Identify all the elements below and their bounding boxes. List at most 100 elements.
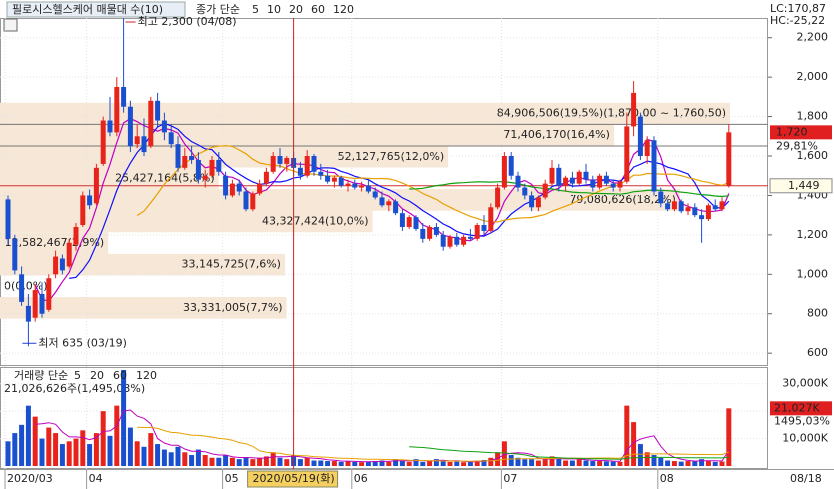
candle-body	[726, 132, 732, 186]
volume-bar	[148, 433, 154, 466]
price-band-label: 43,327,424(10,0%)	[262, 215, 369, 228]
candle-body	[352, 183, 358, 188]
volume-bar	[19, 424, 25, 466]
volume-bar	[372, 461, 378, 466]
candle-body	[671, 201, 677, 210]
x-tick-label: 05	[225, 472, 239, 485]
volume-bar	[393, 459, 399, 466]
volume-bar	[379, 460, 385, 466]
volume-bar	[25, 405, 31, 466]
price-band	[0, 145, 449, 168]
candle-body	[556, 167, 562, 186]
x-tick-label: 2020/03	[7, 472, 53, 485]
volume-bar	[352, 461, 358, 466]
volume-bar	[257, 457, 263, 466]
volume-tick-label: 30,000K	[782, 377, 828, 390]
candle-body	[467, 236, 473, 239]
volume-bar	[467, 461, 473, 466]
candle-body	[297, 167, 303, 176]
volume-bar	[304, 457, 310, 466]
volume-bar	[39, 438, 45, 466]
volume-bar	[447, 461, 453, 466]
last-price-label: 1,720	[776, 125, 808, 138]
candle-body	[121, 87, 127, 107]
candle-body	[12, 238, 18, 271]
volume-bar	[127, 427, 133, 466]
candle-body	[100, 120, 106, 164]
candle-body	[127, 106, 133, 147]
volume-bar	[80, 430, 86, 466]
candle-body	[549, 167, 555, 184]
volume-bar	[420, 461, 426, 466]
volume-bar	[665, 460, 671, 466]
y-tick-label: 800	[807, 307, 828, 320]
volume-ma-legend: 60	[113, 369, 127, 382]
ma-legend: 20	[289, 3, 303, 16]
candle-body	[461, 236, 467, 245]
volume-bar	[100, 411, 106, 466]
candle-body	[624, 126, 630, 182]
volume-bar	[270, 452, 276, 466]
candle-body	[379, 197, 385, 206]
volume-bar	[182, 452, 188, 466]
candle-body	[665, 203, 671, 210]
change-label: 29,81%	[776, 139, 818, 152]
candle-body	[454, 236, 460, 245]
candle-body	[338, 177, 344, 186]
candle-body	[365, 185, 371, 192]
price-band-label: 0(0,0%)	[4, 279, 48, 292]
volume-bar	[12, 433, 18, 466]
volume-ma-line	[409, 446, 729, 460]
crosshair-box	[247, 470, 339, 488]
candle-body	[304, 156, 310, 176]
candle-body	[229, 183, 235, 196]
candle-body	[583, 171, 589, 180]
volume-bar	[549, 456, 555, 466]
candle-body	[610, 183, 616, 188]
volume-bar	[338, 461, 344, 466]
price-band-label: 79,080,626(18,2%)	[569, 193, 676, 206]
volume-bar	[712, 461, 718, 466]
volume-bar	[542, 459, 548, 466]
candle-body	[427, 226, 433, 239]
volume-bar	[66, 441, 72, 466]
candle-body	[372, 191, 378, 198]
candle-body	[257, 183, 263, 194]
volume-note: 21,026,626주(1,495,03%)	[4, 382, 145, 395]
volume-bar	[719, 461, 725, 466]
price-band-label: 25,427,164(5,8%)	[115, 171, 215, 184]
candle-body	[637, 116, 643, 157]
volume-bar	[474, 460, 480, 466]
ma-legend: 120	[333, 3, 354, 16]
volume-bar	[678, 461, 684, 466]
last-volume-pct: 1495,03%	[774, 414, 830, 427]
grid-icon[interactable]	[3, 18, 18, 32]
candle-body	[590, 179, 596, 188]
volume-bar	[318, 460, 324, 466]
volume-bar	[93, 433, 99, 466]
volume-bar	[644, 452, 650, 466]
volume-bar	[610, 461, 616, 466]
volume-bar	[121, 370, 127, 466]
candle-body	[32, 290, 38, 318]
candle-body	[413, 217, 419, 229]
volume-bar	[658, 457, 664, 466]
candle-body	[705, 205, 711, 220]
candle-body	[59, 258, 65, 271]
candle-body	[73, 226, 79, 245]
price-band-label: 33,331,005(7,7%)	[183, 301, 283, 314]
title-box	[6, 1, 186, 18]
volume-bar	[107, 435, 113, 466]
volume-bar	[59, 444, 65, 466]
candle-body	[508, 156, 514, 176]
volume-bar	[236, 459, 242, 466]
volume-bar	[216, 457, 222, 466]
candle-body	[87, 195, 93, 206]
price-band	[0, 297, 287, 319]
price-band	[0, 232, 109, 254]
x-tick-label: 06	[354, 472, 368, 485]
candle-body	[284, 157, 290, 164]
ref-price-box	[769, 178, 833, 194]
crosshair-label: 2020/05/19(화)	[253, 472, 335, 485]
